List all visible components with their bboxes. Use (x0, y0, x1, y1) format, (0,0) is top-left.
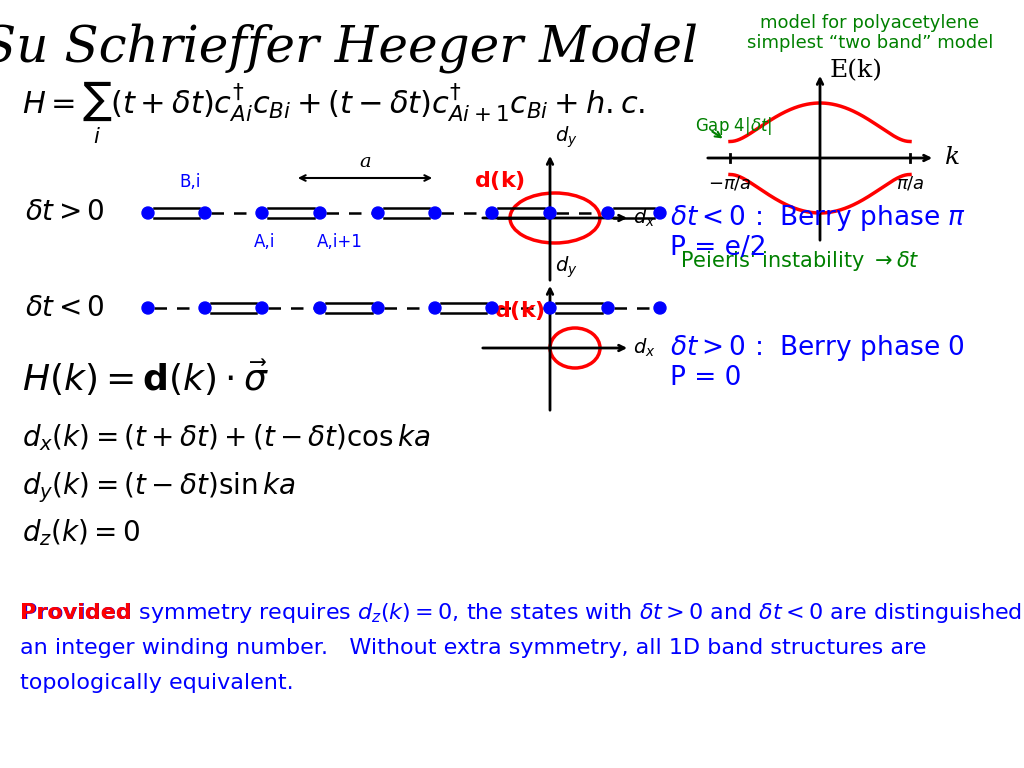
Circle shape (602, 302, 614, 314)
Circle shape (256, 302, 268, 314)
Circle shape (199, 302, 211, 314)
Text: $\mathbf{d}$(k): $\mathbf{d}$(k) (474, 168, 525, 191)
Text: E(k): E(k) (830, 59, 883, 82)
Circle shape (486, 207, 498, 219)
Text: $\mathbf{d}$(k): $\mathbf{d}$(k) (495, 299, 546, 322)
Text: $d_z(k) = 0$: $d_z(k) = 0$ (22, 518, 140, 548)
Text: B,i: B,i (179, 173, 201, 191)
Circle shape (256, 207, 268, 219)
Text: topologically equivalent.: topologically equivalent. (20, 673, 294, 693)
Text: $\delta t > 0$: $\delta t > 0$ (25, 200, 104, 227)
Circle shape (654, 207, 666, 219)
Text: $-\pi/a$: $-\pi/a$ (708, 174, 752, 192)
Circle shape (429, 302, 441, 314)
Text: k: k (945, 147, 961, 170)
Circle shape (544, 207, 556, 219)
Text: Gap $4|\delta t|$: Gap $4|\delta t|$ (695, 115, 772, 137)
Circle shape (199, 207, 211, 219)
Text: $H(k) = \mathbf{d}(k)\cdot\vec{\sigma}$: $H(k) = \mathbf{d}(k)\cdot\vec{\sigma}$ (22, 358, 269, 399)
Circle shape (602, 207, 614, 219)
Circle shape (429, 207, 441, 219)
Text: $d_y(k) = (t-\delta t)\sin ka$: $d_y(k) = (t-\delta t)\sin ka$ (22, 471, 296, 505)
Circle shape (654, 302, 666, 314)
Text: $d_x$: $d_x$ (633, 207, 655, 229)
Text: $\bf{Provided}$ symmetry requires $d_z(k)=0$, the states with $\delta t>0$ and $: $\bf{Provided}$ symmetry requires $d_z(k… (20, 601, 1024, 625)
Text: $\delta t<0$ :  Berry phase $\pi$: $\delta t<0$ : Berry phase $\pi$ (670, 203, 966, 233)
Text: a: a (359, 153, 371, 171)
Circle shape (142, 207, 154, 219)
Circle shape (142, 302, 154, 314)
Text: $d_y$: $d_y$ (555, 254, 578, 280)
Text: Peierls' instability $\rightarrow \delta t$: Peierls' instability $\rightarrow \delta… (680, 249, 920, 273)
Circle shape (372, 207, 384, 219)
Text: an integer winding number.   Without extra symmetry, all 1D band structures are: an integer winding number. Without extra… (20, 638, 927, 658)
Text: A,i: A,i (254, 233, 275, 251)
Text: $d_y$: $d_y$ (555, 124, 578, 150)
Text: $\delta t < 0$: $\delta t < 0$ (25, 294, 104, 322)
Text: P = 0: P = 0 (670, 365, 741, 391)
Text: $d_x$: $d_x$ (633, 337, 655, 359)
Circle shape (486, 302, 498, 314)
Circle shape (544, 302, 556, 314)
Circle shape (372, 302, 384, 314)
Text: $\delta t>0$ :  Berry phase 0: $\delta t>0$ : Berry phase 0 (670, 333, 965, 363)
Circle shape (314, 207, 326, 219)
Text: $d_x(k) = (t+\delta t)+(t-\delta t)\cos ka$: $d_x(k) = (t+\delta t)+(t-\delta t)\cos … (22, 422, 431, 453)
Text: Su Schrieffer Heeger Model: Su Schrieffer Heeger Model (0, 23, 698, 73)
Text: P = e/2: P = e/2 (670, 235, 767, 261)
Text: $\pi/a$: $\pi/a$ (896, 174, 925, 192)
Circle shape (314, 302, 326, 314)
Text: $H = \sum_i (t+\delta t)c^{\dagger}_{Ai}c_{Bi} + (t-\delta t)c^{\dagger}_{Ai+1}c: $H = \sum_i (t+\delta t)c^{\dagger}_{Ai}… (22, 80, 645, 147)
Text: model for polyacetylene
simplest “two band” model: model for polyacetylene simplest “two ba… (746, 14, 993, 52)
Text: Provided: Provided (20, 603, 132, 623)
Text: A,i+1: A,i+1 (317, 233, 362, 251)
